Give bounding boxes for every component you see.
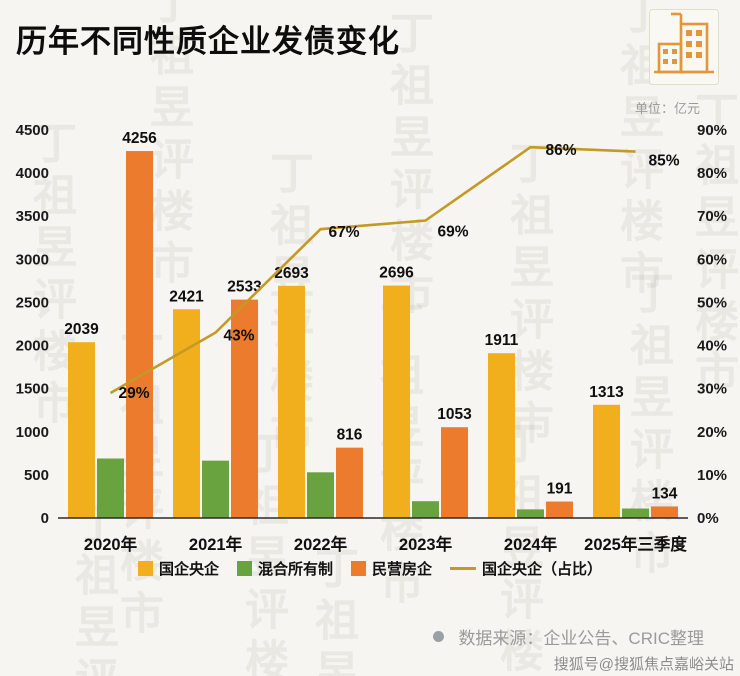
- bar-segment: [126, 151, 153, 519]
- y-axis-tick: 2500: [16, 294, 49, 311]
- y-axis-tick: 500: [24, 467, 49, 484]
- ratio-value-label: 67%: [329, 224, 360, 241]
- bar-segment: [412, 501, 439, 518]
- bar-value-label: 2421: [169, 288, 204, 305]
- legend-label: 民营房企: [372, 561, 433, 578]
- bar-value-label: 2693: [274, 265, 309, 282]
- bar-value-label: 2696: [379, 265, 414, 282]
- y-axis-tick: 4000: [16, 165, 49, 182]
- bar-segment: [517, 509, 544, 518]
- bar-segment: [593, 404, 620, 518]
- legend-color-swatch: [236, 561, 252, 576]
- bar-segment: [651, 506, 678, 518]
- ratio-value-label: 85%: [649, 153, 680, 170]
- legend-label: 国企央企（占比）: [482, 561, 603, 578]
- ratio-value-label: 29%: [119, 385, 150, 402]
- bar-value-label: 191: [547, 481, 573, 498]
- ratio-value-label: 86%: [546, 142, 577, 159]
- x-axis-label: 2022年: [294, 534, 348, 554]
- ratio-value-label: 43%: [224, 328, 255, 345]
- bar-value-label: 816: [337, 427, 363, 444]
- bar-value-label: 1053: [437, 406, 472, 423]
- legend-item: 国企央企: [137, 558, 219, 579]
- y2-axis-tick: 90%: [697, 122, 727, 139]
- y-axis-tick: 3500: [16, 208, 49, 225]
- y2-axis-tick: 20%: [697, 424, 727, 441]
- x-axis-label: 2023年: [399, 534, 453, 554]
- x-axis-label: 2020年: [84, 534, 138, 554]
- legend-color-swatch: [351, 561, 366, 576]
- chart-legend: 国企央企 混合所有制 民营房企 国企央企（占比）: [0, 558, 740, 579]
- bar-segment: [278, 285, 305, 518]
- bar-segment: [546, 501, 573, 518]
- buildings-icon-svg: [649, 9, 719, 85]
- x-axis-label: 2024年: [504, 534, 558, 554]
- bar-segment: [202, 460, 229, 518]
- x-axis-label: 2021年: [189, 534, 243, 554]
- bar-segment: [173, 309, 200, 518]
- bar-segment: [383, 285, 410, 518]
- y2-axis-tick: 60%: [697, 251, 727, 268]
- buildings-icon: [648, 8, 720, 86]
- y-axis-tick: 1500: [16, 381, 49, 398]
- y2-axis-tick: 10%: [697, 467, 727, 484]
- ratio-line: [109, 145, 636, 395]
- bar-value-label: 134: [652, 485, 678, 502]
- y2-axis-tick: 50%: [697, 294, 727, 311]
- sohu-watermark-text: 搜狐号@搜狐焦点嘉峪关站: [553, 656, 734, 673]
- y-axis-tick: 4500: [16, 122, 49, 139]
- legend-item: 国企央企（占比）: [450, 558, 602, 579]
- bar-segment: [622, 508, 649, 518]
- data-source-text: 数据来源：企业公告、CRIC整理: [458, 629, 704, 648]
- y2-axis-tick: 0%: [697, 510, 719, 527]
- bar-value-label: 2039: [64, 321, 99, 338]
- bar-segment: [441, 427, 468, 518]
- y2-axis-tick: 70%: [697, 208, 727, 225]
- source-row: 数据来源：企业公告、CRIC整理: [0, 624, 704, 649]
- bar-segment: [336, 447, 363, 518]
- legend-item: 民营房企: [351, 558, 432, 579]
- bar-segment: [231, 299, 258, 518]
- bar-value-label: 1911: [485, 332, 519, 349]
- legend-line-swatch: [450, 567, 477, 570]
- legend-label: 国企央企: [158, 561, 219, 578]
- ratio-value-label: 69%: [438, 224, 469, 241]
- legend-item: 混合所有制: [236, 558, 333, 579]
- y-axis-tick: 2000: [16, 338, 49, 355]
- x-axis-label: 2025年三季度: [584, 534, 687, 554]
- y2-axis-tick: 80%: [697, 165, 727, 182]
- bar-value-label: 1313: [589, 384, 624, 401]
- bar-segment: [68, 342, 95, 518]
- bar-segment: [488, 353, 515, 518]
- legend-label: 混合所有制: [257, 561, 333, 578]
- y-axis-tick: 3000: [16, 251, 49, 268]
- y-axis-tick: 0: [41, 510, 49, 527]
- unit-label: 单位：亿元: [634, 101, 700, 116]
- legend-color-swatch: [137, 561, 153, 576]
- bar-value-label: 4256: [122, 130, 157, 147]
- y2-axis-tick: 40%: [697, 338, 727, 355]
- bar-segment: [307, 472, 334, 518]
- y-axis-tick: 1000: [16, 424, 49, 441]
- y2-axis-tick: 30%: [697, 381, 727, 398]
- bond-issuance-chart: 0 500 1000 1500 2000 2500 3000 3500 4000 4500 0% 10…: [16, 122, 727, 554]
- bar-value-label: 2533: [227, 279, 262, 296]
- page-title: 历年不同性质企业发债变化: [16, 24, 400, 59]
- bar-segment: [97, 458, 124, 518]
- bullet-dot: [433, 631, 445, 642]
